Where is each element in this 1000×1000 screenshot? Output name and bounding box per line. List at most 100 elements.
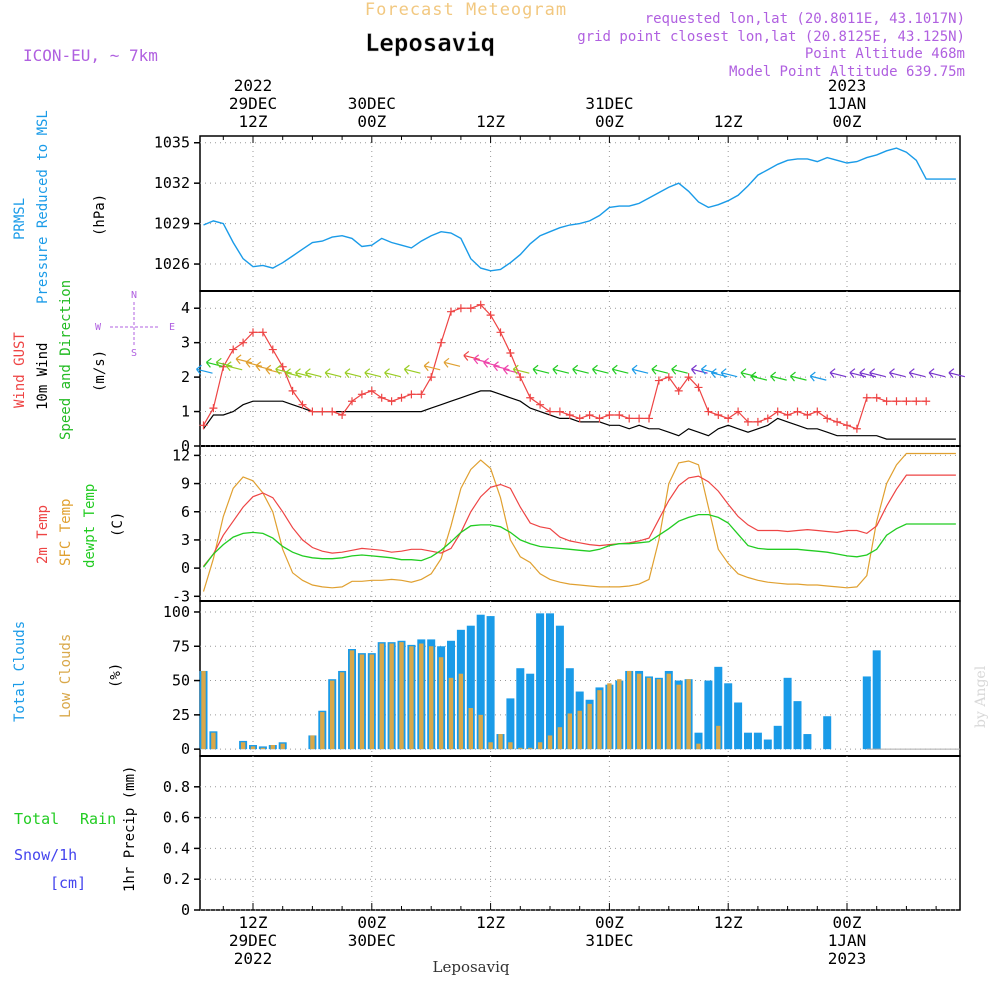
station-title: Leposaviq	[365, 29, 495, 57]
wind-gust-point	[456, 304, 465, 313]
wind-gust-point	[555, 407, 564, 416]
wind-gust-point	[249, 328, 257, 337]
wind-gust-point	[565, 411, 574, 419]
y-tick-label-temperature: 6	[181, 503, 190, 521]
clouds-unit: (%)	[108, 663, 124, 688]
panel-frame-wind	[199, 290, 961, 447]
low-clouds-bar	[518, 747, 523, 750]
pressure-unit: (hPa)	[92, 194, 108, 236]
wind-gust-point	[288, 386, 297, 395]
wind-direction-arrow	[889, 368, 906, 379]
total-clouds-bar	[694, 732, 703, 750]
bottom-time-label: 00Z	[833, 913, 862, 932]
total-clouds-bar	[555, 625, 564, 750]
low-clouds-bar	[399, 642, 404, 750]
wind-direction-arrow	[700, 364, 718, 375]
low-clouds-bar	[250, 746, 256, 750]
low-clouds-bar	[666, 673, 671, 750]
y-tick-label-pressure: 1032	[154, 174, 190, 192]
top-time-label: 00Z	[357, 112, 386, 131]
wind-gust-point	[199, 421, 208, 430]
y-tick-label-temperature: 3	[181, 531, 190, 549]
total-clouds-bar	[783, 677, 792, 750]
bottom-time-label: 29DEC	[229, 931, 277, 950]
y-tick-label-wind: 1	[181, 403, 190, 421]
total-clouds-bar	[773, 725, 782, 750]
total-clouds-bar	[793, 701, 802, 750]
low-clouds-bar	[567, 713, 572, 750]
wind-direction-arrow	[750, 371, 768, 382]
low-clouds-bar	[646, 677, 652, 750]
wind-direction-arrow	[532, 364, 550, 375]
wind-direction-arrow	[225, 361, 243, 372]
wind-direction-arrow	[196, 364, 213, 375]
y-tick-label-pressure: 1029	[154, 215, 190, 233]
wind-direction-arrow	[720, 368, 738, 379]
wind-direction-arrow	[869, 368, 886, 379]
wind-direction-arrow	[483, 357, 500, 368]
wind-direction-arrow	[948, 368, 966, 379]
wind-gust-point	[407, 390, 416, 399]
wind-direction-arrow	[572, 364, 589, 375]
top-time-label: 29DEC	[229, 94, 277, 113]
wind-direction-arrow	[384, 368, 401, 379]
wind-direction-arrow	[631, 364, 649, 375]
wind-gust-point	[575, 414, 584, 423]
wind-direction-arrow	[809, 371, 827, 382]
wind-direction-arrow	[364, 368, 381, 379]
precip-total-label: Total	[14, 810, 59, 828]
low-clouds-bar	[656, 679, 662, 750]
low-clouds-bar	[280, 743, 285, 750]
wind-direction-arrow	[552, 364, 570, 375]
low-clouds-bar	[557, 727, 563, 750]
low-clouds-bar	[627, 670, 632, 750]
low-clouds-bar	[310, 735, 315, 750]
wind-gust-point	[635, 414, 644, 423]
pressure-title-1: PRMSL	[12, 198, 28, 240]
wind-gust-point	[348, 397, 356, 406]
bottom-time-label: 1JAN	[828, 931, 867, 950]
requested-coords: requested lon,lat (20.8011E, 43.1017N)	[645, 11, 965, 27]
total-clouds-bar	[763, 739, 772, 750]
wind-gust-point	[516, 373, 525, 382]
wind-gust-point	[734, 407, 743, 416]
wind-gust-point	[793, 407, 802, 416]
y-tick-label-pressure: 1035	[154, 134, 190, 152]
wind-gust-point	[506, 349, 515, 357]
low-clouds-bar	[676, 684, 681, 750]
wind-gust-point	[486, 311, 495, 320]
wind-gust-point	[447, 307, 455, 316]
y-tick-label-precipitation: 0.6	[163, 809, 190, 827]
low-clouds-bar	[607, 683, 612, 750]
total-clouds-bar	[714, 666, 723, 750]
wind-direction-arrow	[324, 368, 342, 379]
total-clouds-bar	[486, 616, 495, 750]
total-clouds-bar	[546, 613, 554, 750]
low-clouds-bar	[478, 714, 483, 750]
wind-gust-point	[783, 411, 792, 419]
total-clouds-bar	[506, 698, 515, 750]
wind-gust-point	[526, 393, 535, 402]
low-clouds-bar	[547, 735, 553, 750]
total-clouds-bar	[724, 683, 733, 750]
wind-gust-point	[902, 397, 911, 406]
wind-gust-point	[922, 397, 931, 406]
wind-direction-arrow	[829, 368, 847, 379]
low-clouds-bar	[636, 673, 642, 750]
wind-gust-point	[763, 414, 772, 423]
y-tick-label-temperature: 12	[172, 446, 190, 464]
precip-snow-label: Snow/1h	[14, 846, 77, 864]
t2m-temp-line	[203, 474, 956, 567]
wind-gust-point	[496, 328, 505, 337]
total-clouds-bar	[516, 668, 525, 750]
wind-gust-point	[367, 386, 376, 395]
y-tick-label-wind: 3	[181, 334, 190, 352]
wind-gust-point	[357, 390, 366, 399]
low-clouds-bar	[498, 734, 503, 750]
wind-gust-point	[882, 397, 891, 406]
total-clouds-bar	[823, 716, 832, 750]
wind-direction-arrow	[275, 364, 292, 375]
wind-gust-point	[625, 414, 634, 423]
bottom-time-label: 00Z	[357, 913, 386, 932]
low-clouds-bar	[686, 679, 691, 750]
